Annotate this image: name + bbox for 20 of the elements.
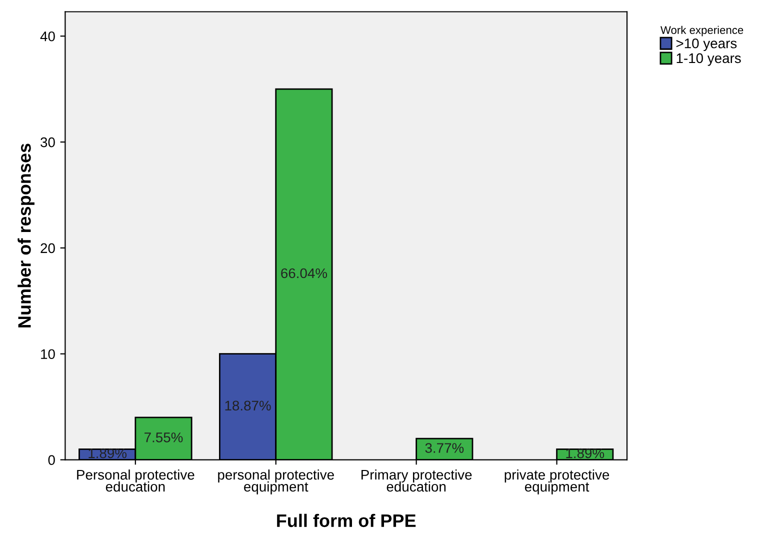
annotation: 7.55%: [144, 432, 183, 442]
legend-title: Work experience: [660, 26, 744, 36]
annotation: 1.89%: [566, 448, 604, 458]
x-tick-label: Primary protective education: [362, 469, 472, 492]
annotation: 18.87%: [225, 400, 271, 411]
annotation: 66.04%: [281, 268, 328, 278]
annotation: 3.77%: [425, 443, 464, 453]
x-tick-label: personal protective equipment: [218, 469, 334, 494]
y-tick-label: 30: [40, 137, 55, 148]
y-tick-label: 40: [40, 31, 55, 42]
x-tick-label: Personal protective education: [77, 469, 194, 492]
y-tick-label: 10: [41, 349, 55, 360]
x-axis-title: Full form of PPE: [277, 514, 416, 528]
annotation: 1.89%: [88, 448, 127, 458]
x-tick-label: private protective equipment: [504, 469, 610, 494]
y-tick-label: 0: [48, 455, 55, 465]
y-tick-label: 20: [40, 243, 55, 254]
legend-label: >10 years: [676, 38, 737, 52]
legend-label: 1-10 years: [676, 53, 741, 66]
y-axis-title: Number of responses: [18, 144, 34, 328]
